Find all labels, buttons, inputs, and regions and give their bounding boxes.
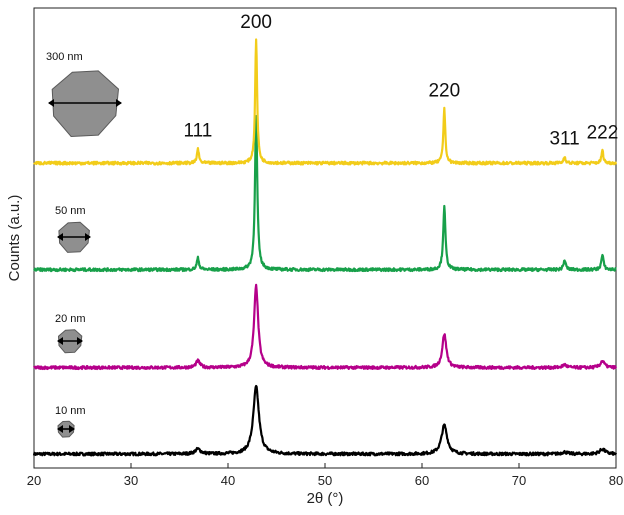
scale-arrowhead: [48, 99, 54, 107]
scale-arrowhead: [77, 337, 83, 345]
particle-insets: 10 nm 20 nm 50 nm 300 nm: [46, 51, 122, 438]
series-line-3: [33, 38, 618, 166]
peak-label-111: 111: [183, 121, 212, 142]
scale-arrowhead: [57, 337, 63, 345]
series-layer: [32, 38, 618, 457]
x-tick-label: 40: [221, 473, 235, 488]
x-axis-label: 2θ (°): [307, 490, 344, 507]
plot-frame: [33, 7, 617, 469]
peak-labels: 111 200 220 311 222: [183, 12, 618, 149]
x-tick-label: 50: [318, 473, 332, 488]
scale-arrowhead: [116, 99, 122, 107]
x-axis: 20 30 40 50 60 70 80: [27, 463, 623, 488]
x-tick-label: 70: [512, 473, 526, 488]
particle-size-label: 10 nm: [55, 405, 86, 417]
particle-size-label: 20 nm: [55, 313, 86, 325]
scale-arrowhead: [69, 425, 75, 433]
y-axis-label: Counts (a.u.): [6, 195, 23, 282]
scale-arrowhead: [57, 233, 63, 241]
scale-arrowhead: [85, 233, 91, 241]
peak-label-222: 222: [587, 123, 619, 144]
peak-label-200: 200: [240, 12, 272, 33]
series-line-1: [32, 283, 618, 371]
series-line-2: [33, 115, 617, 273]
particle-size-label: 50 nm: [55, 205, 86, 217]
x-tick-label: 60: [415, 473, 429, 488]
peak-label-311: 311: [549, 128, 579, 149]
series-line-0: [32, 384, 618, 457]
x-tick-label: 30: [124, 473, 138, 488]
particle-size-label: 300 nm: [46, 51, 83, 63]
x-tick-label: 80: [609, 473, 623, 488]
scale-arrowhead: [57, 425, 63, 433]
x-tick-label: 20: [27, 473, 41, 488]
peak-label-220: 220: [428, 80, 460, 101]
